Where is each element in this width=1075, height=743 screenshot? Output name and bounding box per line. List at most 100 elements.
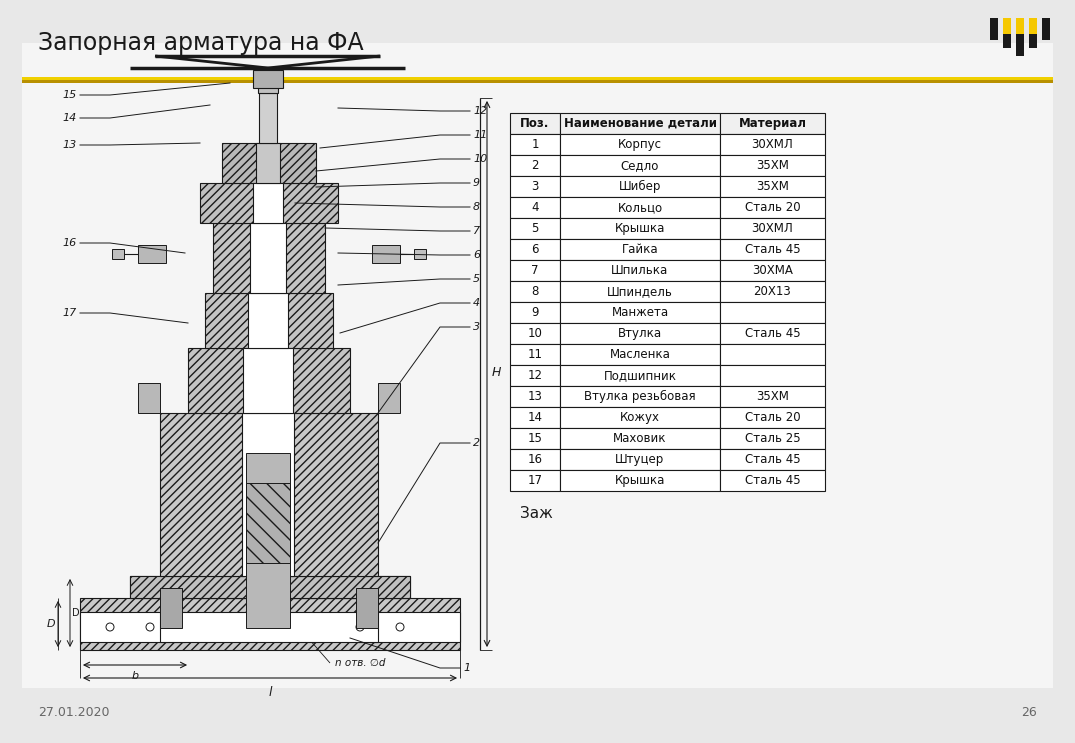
Text: 11: 11 [473,130,487,140]
Bar [510,197,560,218]
Text: Кожух: Кожух [620,411,660,424]
Text: Заж: Заж [520,505,553,521]
Text: 9: 9 [531,306,539,319]
Bar [720,365,825,386]
Bar [378,383,400,413]
Text: 10: 10 [473,154,487,164]
Bar [510,239,560,260]
Bar [1003,34,1010,48]
Text: Сталь 25: Сталь 25 [745,432,800,445]
Text: 9: 9 [473,178,481,188]
Bar [160,588,182,628]
Circle shape [146,623,154,631]
Bar [510,365,560,386]
Text: 7: 7 [531,264,539,277]
Text: 2: 2 [473,438,481,448]
Bar [253,183,283,223]
Bar [990,34,998,40]
Bar [259,93,277,143]
Text: 17: 17 [62,308,77,318]
Text: Корпус: Корпус [618,138,662,151]
Text: Кольцо: Кольцо [617,201,662,214]
Bar [510,260,560,281]
Bar [560,113,720,134]
Text: 2: 2 [531,159,539,172]
Text: 5: 5 [473,274,481,284]
Text: 4: 4 [531,201,539,214]
Bar [1029,34,1037,48]
Text: 12: 12 [528,369,543,382]
Bar [560,155,720,176]
Text: 27.01.2020: 27.01.2020 [38,707,110,719]
Bar [510,407,560,428]
Bar [138,245,166,263]
Bar [720,281,825,302]
Bar [250,223,286,293]
Text: Крышка: Крышка [615,222,665,235]
Bar [243,348,293,413]
Text: Сталь 20: Сталь 20 [745,411,800,424]
Bar [720,449,825,470]
Text: Поз.: Поз. [520,117,549,130]
Bar [510,281,560,302]
Bar [560,344,720,365]
Bar [560,176,720,197]
Bar [720,386,825,407]
Bar [200,183,338,223]
Bar [248,293,288,348]
Bar [22,77,1054,83]
Text: D: D [46,619,55,629]
Text: Запорная арматура на ФА: Запорная арматура на ФА [38,31,363,55]
Text: 1: 1 [531,138,539,151]
Text: Подшипник: Подшипник [603,369,676,382]
Bar [560,134,720,155]
Bar [356,588,378,628]
Bar [720,113,825,134]
Bar [560,407,720,428]
Text: Шибер: Шибер [619,180,661,193]
Text: 14: 14 [528,411,543,424]
Text: Наименование детали: Наименование детали [563,117,717,130]
Text: 15: 15 [62,90,77,100]
Bar [80,612,185,642]
Bar [246,453,290,628]
Text: 35ХМ: 35ХМ [756,159,789,172]
Text: Маховик: Маховик [613,432,666,445]
Text: 8: 8 [531,285,539,298]
Bar [560,302,720,323]
Bar [510,302,560,323]
Text: 12: 12 [473,106,487,116]
Bar [720,302,825,323]
Text: D₁: D₁ [72,608,84,618]
Text: 6: 6 [473,250,481,260]
Text: 16: 16 [528,453,543,466]
Bar [720,197,825,218]
Bar [560,386,720,407]
Text: n отв. ∅d: n отв. ∅d [334,658,385,668]
Bar [720,218,825,239]
Bar [560,449,720,470]
Text: Масленка: Масленка [610,348,671,361]
Text: 20Х13: 20Х13 [754,285,791,298]
Text: 7: 7 [473,226,481,236]
Text: 16: 16 [62,238,77,248]
Bar [720,323,825,344]
Bar [720,344,825,365]
Bar [720,155,825,176]
Bar [510,113,560,134]
Text: Штуцер: Штуцер [615,453,664,466]
Text: Сталь 45: Сталь 45 [745,243,800,256]
Bar [138,383,160,413]
Text: Манжета: Манжета [612,306,669,319]
Bar [130,576,410,598]
Bar [258,83,278,93]
Text: 3: 3 [473,322,481,332]
Bar [242,413,293,576]
Bar [510,176,560,197]
Text: 15: 15 [528,432,543,445]
Text: l: l [269,686,272,699]
Bar [510,449,560,470]
Bar [22,77,1054,80]
Text: Сталь 20: Сталь 20 [745,201,800,214]
Bar [1003,18,1010,34]
